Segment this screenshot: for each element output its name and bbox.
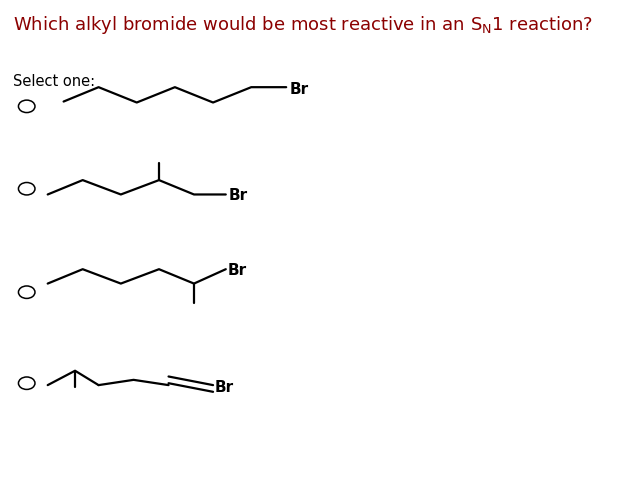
Text: Br: Br — [228, 263, 247, 278]
Text: Which alkyl bromide would be most reactive in an S$_\mathregular{N}$1 reaction?: Which alkyl bromide would be most reacti… — [13, 14, 593, 36]
Text: Br: Br — [215, 380, 234, 395]
Text: Br: Br — [289, 81, 308, 97]
Text: Br: Br — [229, 188, 248, 204]
Text: Select one:: Select one: — [13, 74, 95, 89]
